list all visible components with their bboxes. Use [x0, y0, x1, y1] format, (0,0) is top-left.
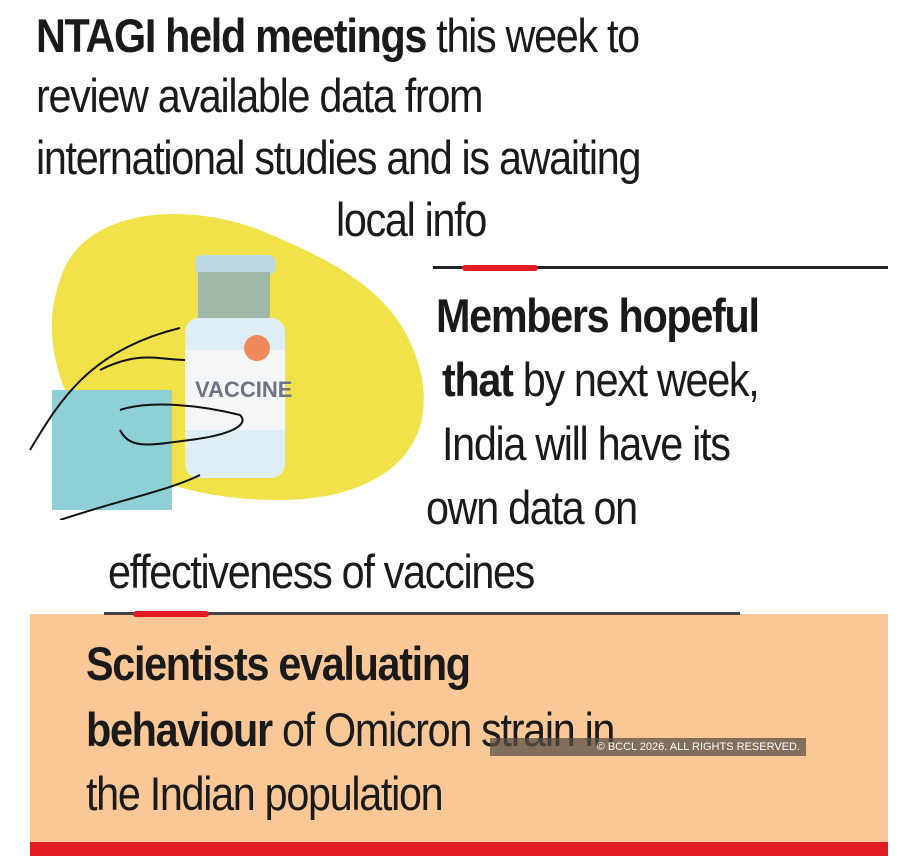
block3-line3: the Indian population — [86, 767, 444, 820]
headline-text-1: this week to — [426, 9, 640, 62]
bottom-red-bar — [30, 842, 888, 856]
vaccine-illustration: VACCINE — [29, 214, 424, 520]
block2-line5: effectiveness of vaccines — [108, 545, 535, 598]
block1-line4: local info — [336, 193, 487, 246]
copyright-watermark: © BCCL 2026. ALL RIGHTS RESERVED. — [490, 738, 806, 756]
block2-bold-1: Members hopeful — [436, 289, 760, 342]
divider-1 — [433, 266, 888, 269]
block1-line3: international studies and is awaiting — [36, 131, 641, 184]
divider-1-accent — [462, 265, 538, 271]
divider-2 — [104, 612, 740, 615]
block2-bold-2: that — [442, 353, 514, 406]
block2-text-2: by next week, — [512, 353, 760, 406]
block2-line3: India will have its — [442, 417, 731, 470]
block1-line2: review available data from — [36, 69, 483, 122]
highlight-box — [30, 614, 888, 846]
divider-2-accent — [133, 611, 209, 617]
vial-label: VACCINE — [195, 377, 292, 402]
block2-line4: own data on — [426, 481, 638, 534]
block3-bold-1: Scientists evaluating — [86, 637, 471, 690]
block3-bold-2: behaviour — [86, 703, 273, 756]
headline-bold-1: NTAGI held meetings — [36, 9, 427, 62]
